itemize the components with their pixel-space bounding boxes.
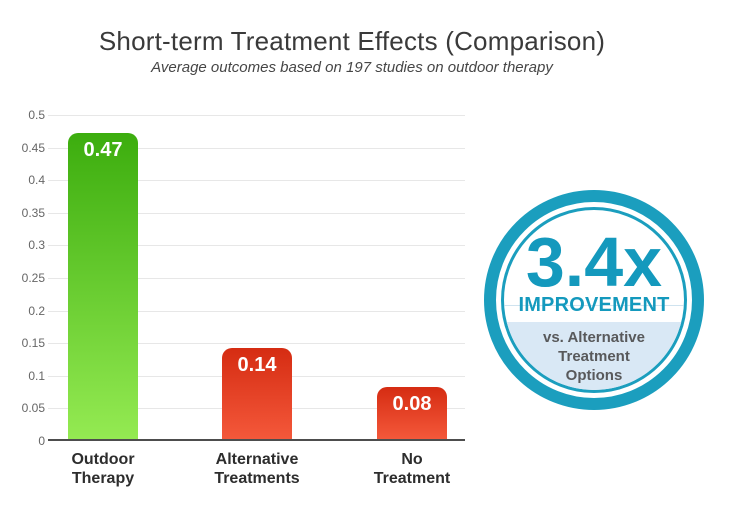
y-tick-label: 0.3 [28,238,45,252]
badge-subtext: vs. Alternative Treatment Options [543,328,645,385]
gridline [48,148,465,149]
x-axis-labels: Outdoor Therapy Alternative Treatments No Tre… [48,450,465,500]
badge-subtext-line: vs. Alternative [543,329,645,346]
badge-divider-line [504,305,684,306]
y-tick-label: 0.35 [21,206,45,220]
y-tick-label: 0.2 [28,304,45,318]
x-category-label-line: Treatment [373,470,451,487]
y-tick-label: 0.4 [28,173,45,187]
y-tick-label: 0.25 [21,271,45,285]
gridline [48,311,465,312]
gridline [48,278,465,279]
improvement-badge: 3.4x IMPROVEMENT vs. Alternative Treatmen… [484,190,704,410]
x-category-label-line: No [401,451,423,468]
bar-value-label: 0.14 [237,354,277,376]
gridline [48,343,465,344]
badge-inner-ring: 3.4x IMPROVEMENT vs. Alternative Treatmen… [501,207,687,393]
x-category-label-outdoor-therapy: Outdoor Therapy [23,450,183,488]
bar-value-label: 0.47 [83,139,123,161]
gridline [48,245,465,246]
badge-subtext-line: Treatment [558,348,630,365]
badge-subtext-line: Options [565,367,623,384]
chart-title: Short-term Treatment Effects (Comparison… [98,26,606,56]
badge-improvement-label: IMPROVEMENT [518,294,670,316]
y-axis-labels: 0.5 0.45 0.4 0.35 0.3 0.25 0.2 0.15 0.1 0.05 0 [0,108,45,448]
y-tick-label: 0.1 [28,369,45,383]
x-axis-line [48,439,465,441]
bar-value-label: 0.08 [392,393,432,415]
y-tick-label: 0.05 [21,401,45,415]
x-category-label-no-treatment: No Treatment [332,450,492,488]
badge-bottom-panel [504,322,684,390]
x-category-label-alternative-treatments: Alternative Treatments [177,450,337,488]
bar-alternative-treatments: 0.14 [222,348,292,439]
gridline [48,180,465,181]
plot-area: 0.47 0.14 0.08 [48,115,465,441]
gridline [48,115,465,116]
chart-subtitle: Average outcomes based on 197 studies on… [151,59,553,76]
badge-multiplier: 3.4x [525,223,663,301]
bar-no-treatment: 0.08 [377,387,447,439]
gridline [48,213,465,214]
y-tick-label: 0.5 [28,108,45,122]
y-tick-label: 0.45 [21,141,45,155]
bar-outdoor-therapy: 0.47 [68,133,138,439]
x-category-label-line: Treatments [214,470,300,487]
x-category-label-line: Therapy [71,470,135,487]
y-tick-label: 0 [38,434,45,448]
x-category-label-line: Alternative [215,451,299,468]
x-category-label-line: Outdoor [71,451,135,468]
badge-content: 3.4x IMPROVEMENT vs. Alternative Treatmen… [504,210,684,390]
y-tick-label: 0.15 [21,336,45,350]
